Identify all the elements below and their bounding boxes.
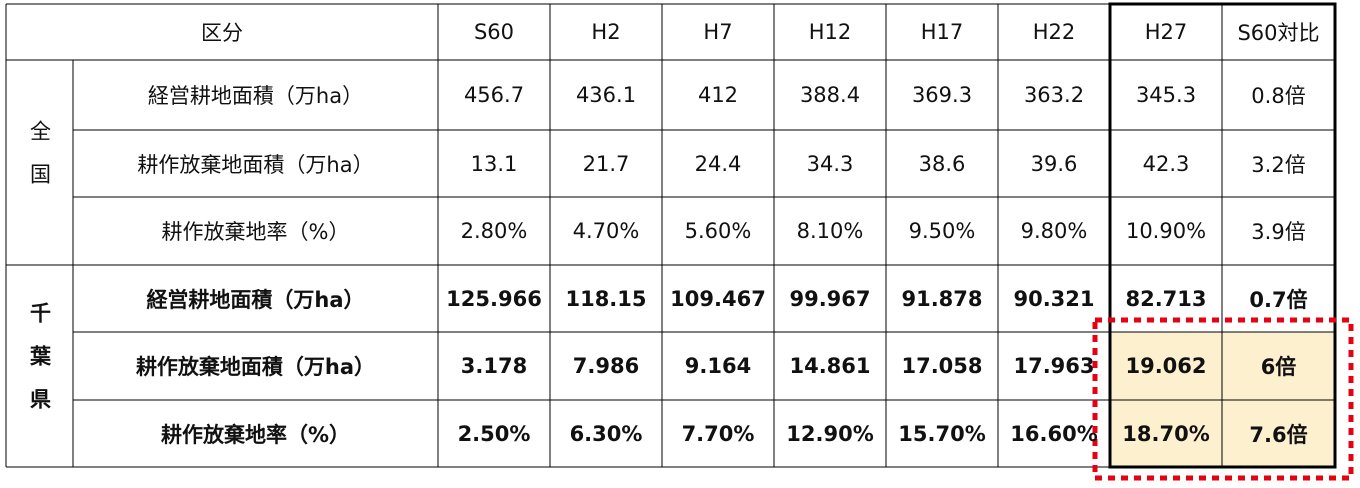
data-cell: 34.3 — [806, 151, 854, 176]
data-cell: 2.50% — [457, 421, 531, 446]
data-cell: 42.3 — [1142, 151, 1190, 176]
data-cell: 7.70% — [681, 421, 755, 446]
column-header: S60対比 — [1237, 21, 1320, 45]
row-label: 耕作放棄地面積（万ha） — [137, 152, 374, 177]
data-cell: 9.164 — [684, 354, 752, 378]
column-header: S60 — [473, 20, 515, 44]
row-label: 耕作放棄地率（%） — [160, 422, 351, 447]
data-cell: 39.6 — [1030, 151, 1078, 176]
data-cell: 7.986 — [572, 354, 640, 378]
data-cell: 9.80% — [1020, 219, 1088, 243]
data-cell: 5.60% — [684, 219, 752, 243]
data-cell: 3.2倍 — [1251, 152, 1306, 177]
data-cell: 9.50% — [908, 219, 976, 243]
row-label: 経営耕地面積（万ha） — [146, 287, 365, 312]
data-cell: 10.90% — [1125, 219, 1207, 243]
data-cell: 7.6倍 — [1249, 422, 1308, 447]
data-cell: 4.70% — [572, 219, 640, 243]
group-label: 千葉県 — [27, 301, 52, 431]
group-label: 全国 — [27, 119, 52, 206]
data-cell: 82.713 — [1125, 286, 1207, 311]
column-header: H12 — [808, 20, 852, 44]
data-cell: 8.10% — [796, 219, 864, 243]
column-header: H22 — [1032, 20, 1076, 44]
data-cell: 363.2 — [1023, 83, 1085, 107]
data-cell: 345.3 — [1135, 83, 1197, 107]
data-cell: 17.058 — [901, 354, 983, 378]
data-cell: 125.966 — [446, 286, 542, 311]
data-cell: 369.3 — [911, 83, 973, 107]
data-cell: 3.9倍 — [1251, 220, 1306, 244]
data-cell: 91.878 — [901, 286, 983, 311]
data-cell: 13.1 — [470, 151, 518, 176]
column-header: H7 — [703, 20, 733, 44]
data-cell: 24.4 — [694, 151, 742, 176]
column-header: H2 — [591, 20, 621, 44]
data-cell: 18.70% — [1122, 421, 1210, 446]
column-header: H27 — [1144, 20, 1188, 44]
data-cell: 6.30% — [569, 421, 643, 446]
data-cell: 17.963 — [1013, 354, 1095, 378]
grid — [5, 3, 1335, 468]
data-cell: 0.8倍 — [1251, 84, 1306, 108]
data-cell: 21.7 — [582, 151, 630, 176]
data-cell: 118.15 — [565, 286, 647, 311]
data-cell: 2.80% — [460, 219, 528, 243]
data-cell: 0.7倍 — [1249, 287, 1308, 312]
data-cell: 6倍 — [1260, 355, 1297, 379]
column-header: H17 — [920, 20, 964, 44]
data-cell: 99.967 — [789, 286, 871, 311]
row-label: 耕作放棄地率（%） — [161, 220, 350, 244]
data-cell: 436.1 — [575, 83, 637, 107]
data-cell: 12.90% — [786, 421, 874, 446]
header-label: 区分 — [201, 21, 243, 45]
data-cell: 90.321 — [1013, 286, 1095, 311]
data-cell: 19.062 — [1125, 354, 1207, 378]
h27-box — [1108, 2, 1337, 469]
data-cell: 16.60% — [1010, 421, 1098, 446]
data-cell: 456.7 — [463, 83, 525, 107]
data-cell: 388.4 — [799, 83, 861, 107]
data-cell: 109.467 — [670, 286, 766, 311]
data-cell: 15.70% — [898, 421, 986, 446]
data-cell: 14.861 — [789, 354, 871, 378]
data-cell: 3.178 — [460, 354, 528, 378]
data-cell: 38.6 — [918, 151, 966, 176]
data-cell: 412 — [697, 83, 739, 107]
row-label: 経営耕地面積（万ha） — [147, 84, 364, 108]
row-label: 耕作放棄地面積（万ha） — [135, 355, 376, 379]
